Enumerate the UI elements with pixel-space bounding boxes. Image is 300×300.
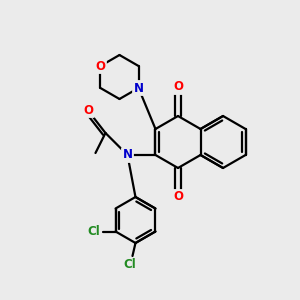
Text: N: N <box>122 148 133 161</box>
Text: N: N <box>134 82 143 94</box>
Text: O: O <box>83 103 94 116</box>
Text: O: O <box>173 80 183 94</box>
Text: O: O <box>95 59 105 73</box>
Text: Cl: Cl <box>123 259 136 272</box>
Text: Cl: Cl <box>87 225 100 238</box>
Text: O: O <box>173 190 183 203</box>
